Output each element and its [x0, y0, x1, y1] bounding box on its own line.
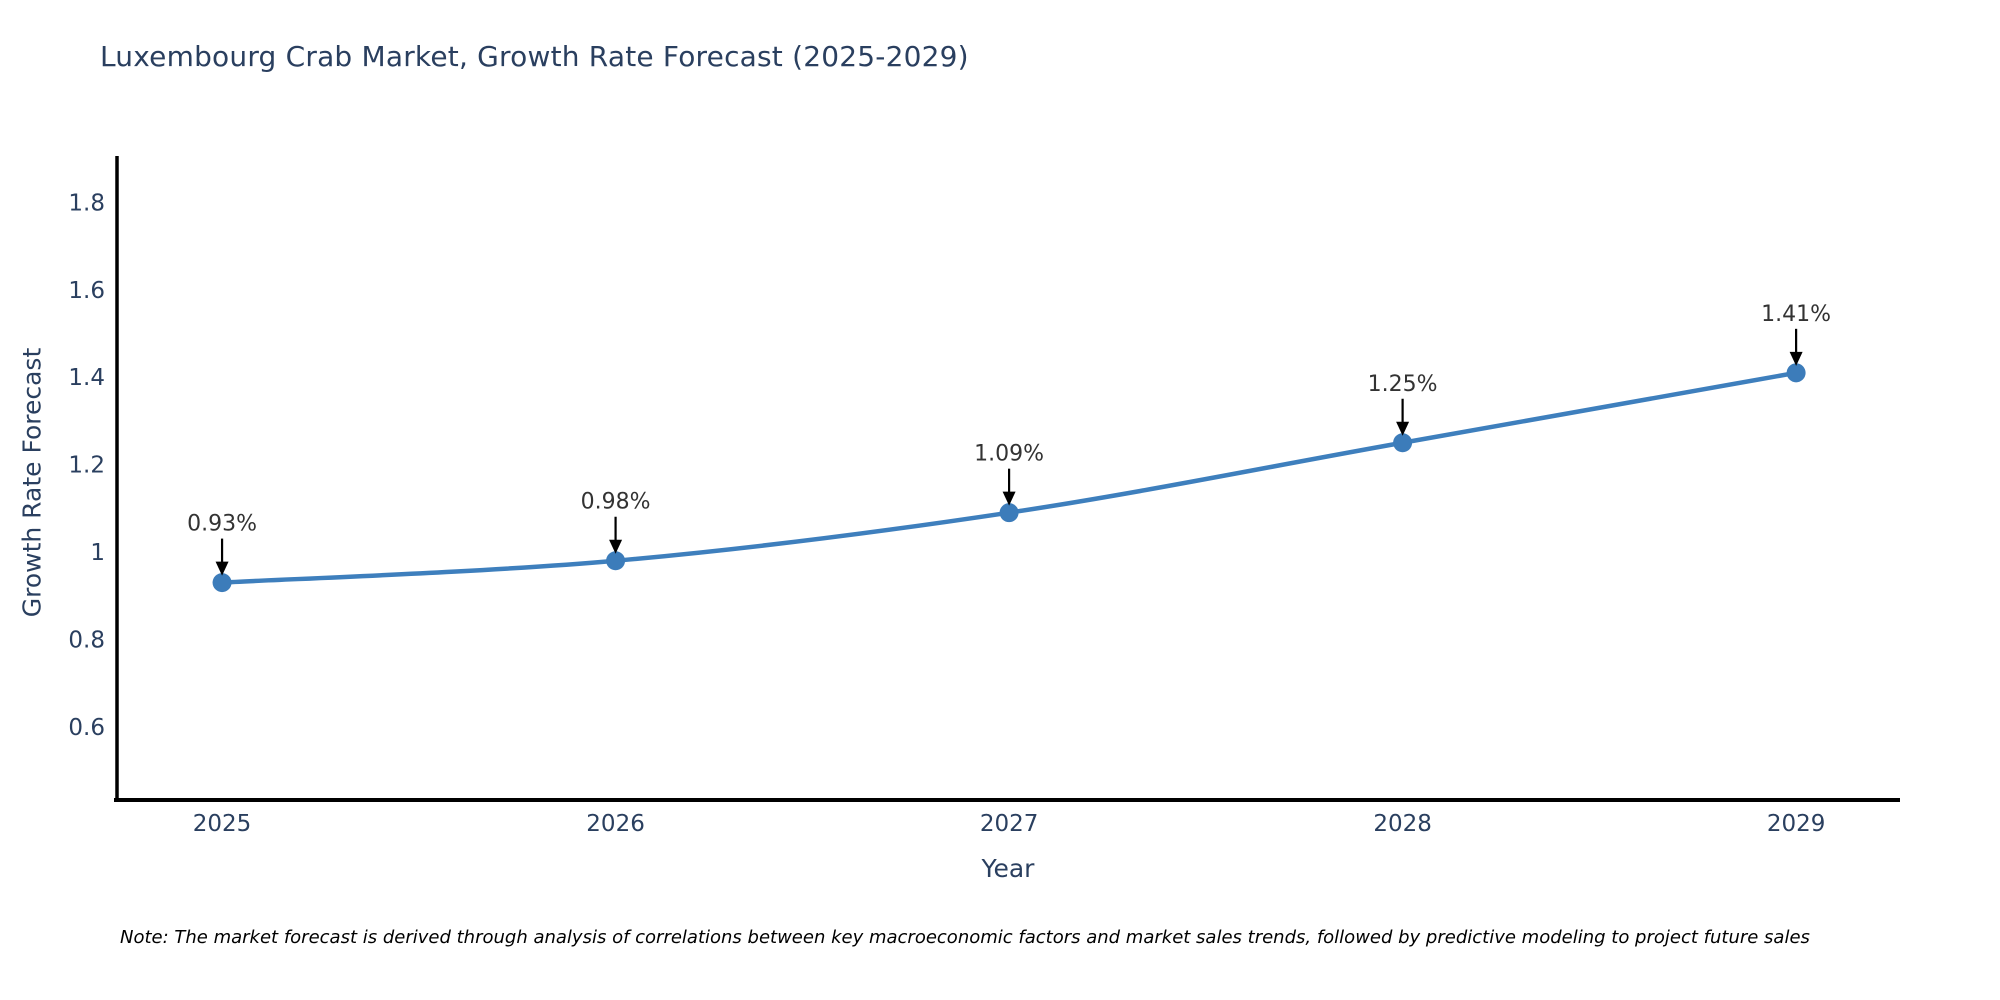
- annotation-label: 1.25%: [1368, 372, 1438, 397]
- footnote: Note: The market forecast is derived thr…: [120, 927, 1810, 948]
- y-tick-label: 1: [90, 540, 105, 566]
- data-point: [606, 551, 626, 571]
- annotation-arrowhead: [1396, 421, 1410, 436]
- data-point: [1786, 363, 1806, 383]
- x-axis-title: Year: [981, 854, 1035, 883]
- annotation-arrowhead: [609, 539, 623, 554]
- annotation-arrowhead: [1002, 491, 1016, 506]
- y-tick-label: 1.6: [68, 278, 105, 304]
- annotation-label: 0.98%: [581, 490, 651, 515]
- data-point: [212, 573, 232, 593]
- data-point: [1393, 433, 1413, 453]
- y-tick-label: 0.8: [68, 627, 105, 653]
- y-tick-label: 1.4: [68, 365, 105, 391]
- chart-title: Luxembourg Crab Market, Growth Rate Fore…: [100, 40, 969, 73]
- annotation-label: 1.09%: [974, 442, 1044, 467]
- annotation-arrowhead: [1789, 351, 1803, 366]
- y-tick-label: 0.6: [68, 715, 105, 741]
- annotation-arrowhead: [215, 561, 229, 576]
- x-tick-label: 2028: [1373, 811, 1432, 837]
- x-tick-label: 2027: [980, 811, 1039, 837]
- x-tick-label: 2025: [193, 811, 252, 837]
- y-tick-label: 1.2: [68, 453, 105, 479]
- y-tick-label: 1.8: [68, 190, 105, 216]
- annotation-label: 0.93%: [187, 512, 257, 537]
- annotation-label: 1.41%: [1761, 302, 1831, 327]
- x-tick-label: 2026: [586, 811, 645, 837]
- data-point: [999, 503, 1019, 523]
- x-tick-label: 2029: [1767, 811, 1826, 837]
